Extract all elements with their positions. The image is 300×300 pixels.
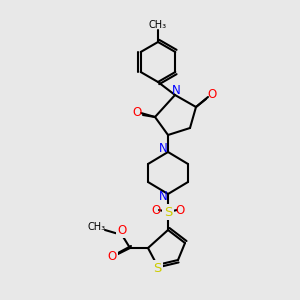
Text: O: O [132, 106, 142, 118]
Text: S: S [153, 262, 161, 275]
Text: N: N [159, 142, 167, 155]
Text: CH₃: CH₃ [88, 222, 106, 232]
Text: CH₃: CH₃ [149, 20, 167, 30]
Text: O: O [207, 88, 217, 100]
Text: O: O [117, 224, 127, 236]
Text: S: S [164, 206, 172, 218]
Text: O: O [176, 203, 184, 217]
Text: N: N [159, 190, 167, 203]
Text: O: O [107, 250, 117, 263]
Text: O: O [152, 203, 160, 217]
Text: N: N [172, 83, 180, 97]
